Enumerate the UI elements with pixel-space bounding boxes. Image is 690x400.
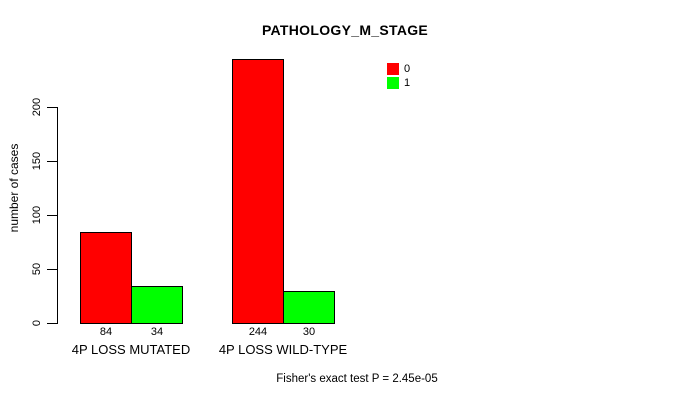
fisher-test-footnote: Fisher's exact test P = 2.45e-05 — [276, 373, 438, 385]
y-axis-tick-label: 200 — [31, 97, 43, 117]
bar-value-label: 30 — [302, 326, 316, 338]
y-axis-tick-label: 50 — [31, 262, 43, 276]
chart-title: PATHOLOGY_M_STAGE — [261, 22, 429, 38]
bar-series-1-group-1 — [283, 291, 335, 324]
y-axis-tick — [47, 323, 57, 324]
bar-series-1-group-0 — [131, 286, 183, 324]
legend-swatch — [387, 77, 399, 89]
y-axis-tick — [47, 215, 57, 216]
x-category-label: 4P LOSS WILD-TYPE — [218, 342, 348, 357]
legend-label: 0 — [404, 63, 411, 75]
x-category-label: 4P LOSS MUTATED — [71, 342, 191, 357]
y-axis-line — [57, 107, 58, 324]
legend-entry: 0 — [387, 63, 410, 75]
legend-label: 1 — [404, 77, 411, 89]
bar-value-label: 34 — [150, 326, 164, 338]
bar-value-label: 84 — [99, 326, 113, 338]
legend-entry: 1 — [387, 77, 410, 89]
y-axis-tick-label: 150 — [31, 151, 43, 171]
y-axis-tick — [47, 269, 57, 270]
y-axis-tick-label: 100 — [31, 205, 43, 225]
y-axis-tick — [47, 107, 57, 108]
bar-value-label: 244 — [248, 326, 268, 338]
bar-series-0-group-1 — [232, 59, 284, 324]
y-axis-label: number of cases — [7, 143, 21, 233]
bar-series-0-group-0 — [80, 232, 132, 324]
legend-swatch — [387, 63, 399, 75]
y-axis-tick — [47, 161, 57, 162]
